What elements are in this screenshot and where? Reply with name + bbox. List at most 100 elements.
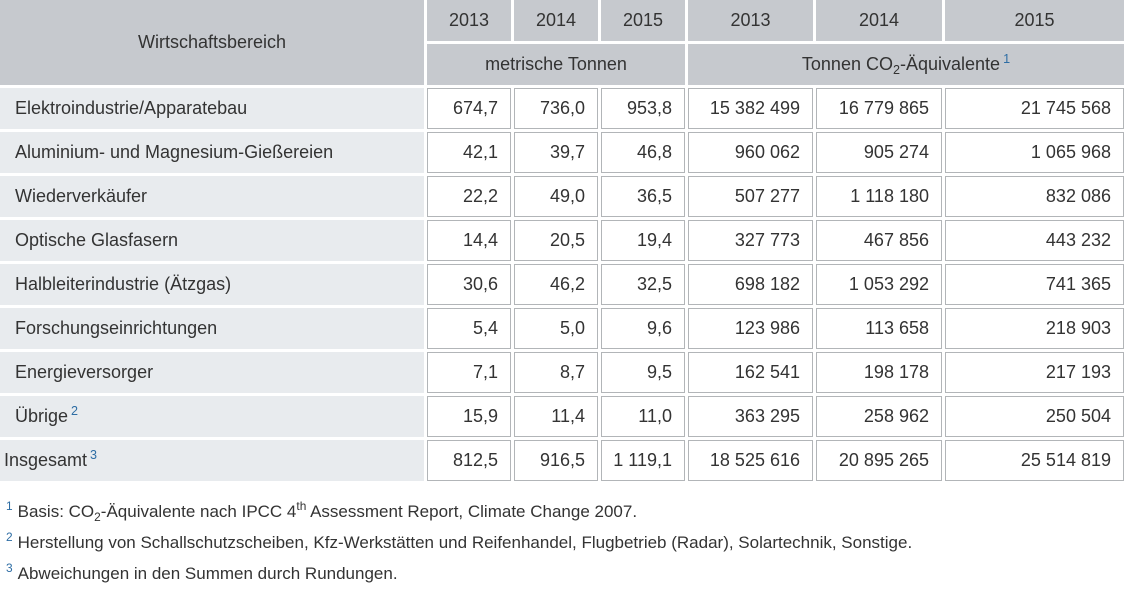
footnote-1: 1 Basis: CO2-Äquivalente nach IPCC 4th As… [6,499,638,525]
value-cell: 327 773 [688,220,813,261]
unit-metric-header: metrische Tonnen [427,44,685,85]
year-header-metric-2015: 2015 [601,0,685,41]
value-cell: 812,5 [427,440,511,481]
row-label: Übrige 2 [0,396,424,437]
row-label: Energieversorger [0,352,424,393]
table-header: Wirtschaftsbereich 2013 2014 2015 2013 2… [0,0,1124,85]
value-cell: 8,7 [514,352,598,393]
value-cell: 953,8 [601,88,685,129]
footnotes-section: 1 Basis: CO2-Äquivalente nach IPCC 4th As… [0,499,1124,586]
header-row-years: Wirtschaftsbereich 2013 2014 2015 2013 2… [0,0,1124,85]
unit-co2-header: Tonnen CO2-Äquivalente 1 [688,44,1124,85]
table-row-insgesamt-total: Insgesamt 3 812,5 916,5 1 119,1 18 525 61… [0,440,1124,481]
value-cell: 30,6 [427,264,511,305]
year-header-metric-2013: 2013 [427,0,511,41]
value-cell: 1 118 180 [816,176,942,217]
value-cell: 736,0 [514,88,598,129]
unit-co2-label-rest: -Äquivalente [899,54,1001,74]
footnote-ref-3: 3 [90,448,98,463]
value-cell: 5,4 [427,308,511,349]
year-header-co2-2015: 2015 [945,0,1124,41]
value-cell: 22,2 [427,176,511,217]
value-cell: 46,8 [601,132,685,173]
value-cell: 1 119,1 [601,440,685,481]
value-cell: 15,9 [427,396,511,437]
year-header-metric-2014: 2014 [514,0,598,41]
value-cell: 16 779 865 [816,88,942,129]
value-cell: 217 193 [945,352,1124,393]
value-cell: 36,5 [601,176,685,217]
value-cell: 11,0 [601,396,685,437]
footnote-3-marker: 3 [6,561,13,576]
row-label: Halbleiterindustrie (Ätzgas) [0,264,424,305]
unit-co2-label: Tonnen CO [801,54,893,74]
year-header-co2-2014: 2014 [816,0,942,41]
footnote-3: 3 Abweichungen in den Summen durch Rundun… [6,561,398,583]
value-cell: 507 277 [688,176,813,217]
footnote-1-marker: 1 [6,499,13,514]
value-cell: 113 658 [816,308,942,349]
footnote-2-marker: 2 [6,530,13,545]
value-cell: 218 903 [945,308,1124,349]
value-cell: 46,2 [514,264,598,305]
table-row-forschung: Forschungseinrichtungen 5,4 5,0 9,6 123 … [0,308,1124,349]
value-cell: 5,0 [514,308,598,349]
value-cell: 698 182 [688,264,813,305]
table-body: Elektroindustrie/Apparatebau 674,7 736,0… [0,88,1124,481]
value-cell: 11,4 [514,396,598,437]
th-superscript: th [296,499,307,514]
corner-header: Wirtschaftsbereich [0,0,424,85]
value-cell: 674,7 [427,88,511,129]
value-cell: 14,4 [427,220,511,261]
year-header-co2-2013: 2013 [688,0,813,41]
row-label-total: Insgesamt 3 [0,440,424,481]
row-label: Optische Glasfasern [0,220,424,261]
value-cell: 162 541 [688,352,813,393]
row-label: Elektroindustrie/Apparatebau [0,88,424,129]
value-cell: 905 274 [816,132,942,173]
table-row-wiederverkaeufer: Wiederverkäufer 22,2 49,0 36,5 507 277 1… [0,176,1124,217]
value-cell: 21 745 568 [945,88,1124,129]
value-cell: 258 962 [816,396,942,437]
value-cell: 198 178 [816,352,942,393]
table-row-elektroindustrie: Elektroindustrie/Apparatebau 674,7 736,0… [0,88,1124,129]
value-cell: 123 986 [688,308,813,349]
footnote-2: 2 Herstellung von Schallschutzscheiben, K… [6,530,913,552]
value-cell: 1 053 292 [816,264,942,305]
value-cell: 960 062 [688,132,813,173]
value-cell: 20,5 [514,220,598,261]
co2-subscript: 2 [94,510,101,525]
value-cell: 9,5 [601,352,685,393]
value-cell: 49,0 [514,176,598,217]
header-row-units: metrische Tonnen Tonnen CO2-Äquivalente 1 [0,44,1124,85]
table-row-glasfasern: Optische Glasfasern 14,4 20,5 19,4 327 7… [0,220,1124,261]
table-row-aluminium: Aluminium- und Magnesium-Gießereien 42,1… [0,132,1124,173]
row-label: Wiederverkäufer [0,176,424,217]
value-cell: 467 856 [816,220,942,261]
value-cell: 363 295 [688,396,813,437]
value-cell: 9,6 [601,308,685,349]
unit-metric-label: metrische Tonnen [485,54,627,74]
table-row-energieversorger: Energieversorger 7,1 8,7 9,5 162 541 198… [0,352,1124,393]
value-cell: 42,1 [427,132,511,173]
value-cell: 443 232 [945,220,1124,261]
value-cell: 250 504 [945,396,1124,437]
value-cell: 15 382 499 [688,88,813,129]
row-label: Forschungseinrichtungen [0,308,424,349]
value-cell: 18 525 616 [688,440,813,481]
value-cell: 20 895 265 [816,440,942,481]
table-row-halbleiter: Halbleiterindustrie (Ätzgas) 30,6 46,2 3… [0,264,1124,305]
footnote-ref-2: 2 [71,404,79,419]
value-cell: 32,5 [601,264,685,305]
footnote-ref-1: 1 [1003,52,1011,67]
emissions-table: Wirtschaftsbereich 2013 2014 2015 2013 2… [0,0,1124,481]
value-cell: 916,5 [514,440,598,481]
value-cell: 832 086 [945,176,1124,217]
co2-subscript: 2 [892,63,900,78]
value-cell: 25 514 819 [945,440,1124,481]
row-label: Aluminium- und Magnesium-Gießereien [0,132,424,173]
value-cell: 1 065 968 [945,132,1124,173]
value-cell: 7,1 [427,352,511,393]
table-row-uebrige: Übrige 2 15,9 11,4 11,0 363 295 258 962 2… [0,396,1124,437]
value-cell: 39,7 [514,132,598,173]
